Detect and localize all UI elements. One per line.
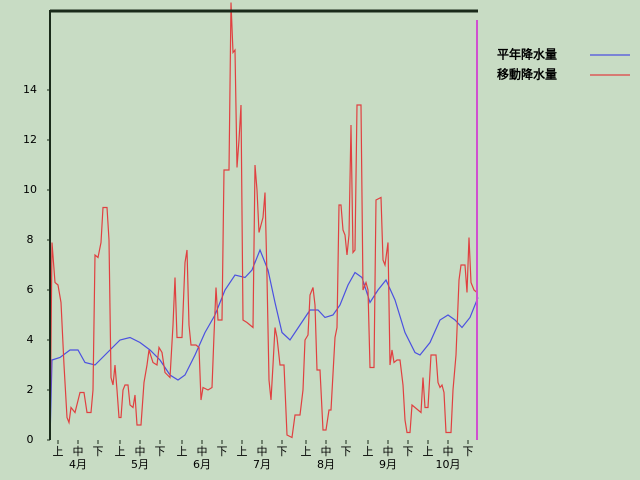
x-tick-label: 下: [93, 445, 104, 458]
x-tick-label: 上: [237, 445, 248, 458]
x-tick-label: 上: [363, 445, 374, 458]
legend-label: 移動降水量: [497, 67, 557, 82]
x-tick-label: 下: [403, 445, 414, 458]
x-tick-label: 下: [277, 445, 288, 458]
y-tick-label: 4: [27, 333, 34, 346]
series-line: [49, 2, 478, 441]
y-tick-label: 8: [27, 233, 34, 246]
x-tick-label: 下: [463, 445, 474, 458]
x-tick-label: 下: [155, 445, 166, 458]
x-tick-label: 中: [383, 445, 394, 458]
y-tick-label: 6: [27, 283, 34, 296]
y-tick-label: 0: [27, 433, 34, 446]
month-label: 8月: [317, 458, 335, 471]
y-tick-label: 2: [27, 383, 34, 396]
series-line: [49, 248, 479, 441]
x-tick-label: 下: [341, 445, 352, 458]
month-label: 5月: [131, 458, 149, 471]
x-tick-label: 下: [217, 445, 228, 458]
month-label: 7月: [253, 458, 271, 471]
month-label: 10月: [436, 458, 461, 471]
month-label: 4月: [69, 458, 87, 471]
month-label: 6月: [193, 458, 211, 471]
x-tick-label: 上: [53, 445, 64, 458]
x-tick-label: 中: [321, 445, 332, 458]
legend-label: 平年降水量: [497, 47, 557, 62]
x-tick-label: 中: [257, 445, 268, 458]
y-tick-label: 14: [23, 83, 37, 96]
x-tick-label: 中: [135, 445, 146, 458]
x-tick-label: 上: [301, 445, 312, 458]
y-tick-label: 10: [23, 183, 37, 196]
month-label: 9月: [379, 458, 397, 471]
x-tick-label: 中: [197, 445, 208, 458]
x-tick-label: 中: [73, 445, 84, 458]
x-tick-label: 中: [443, 445, 454, 458]
plot-area: [49, 2, 479, 441]
x-tick-label: 上: [115, 445, 126, 458]
x-tick-label: 上: [177, 445, 188, 458]
y-tick-label: 12: [23, 133, 37, 146]
x-tick-label: 上: [423, 445, 434, 458]
